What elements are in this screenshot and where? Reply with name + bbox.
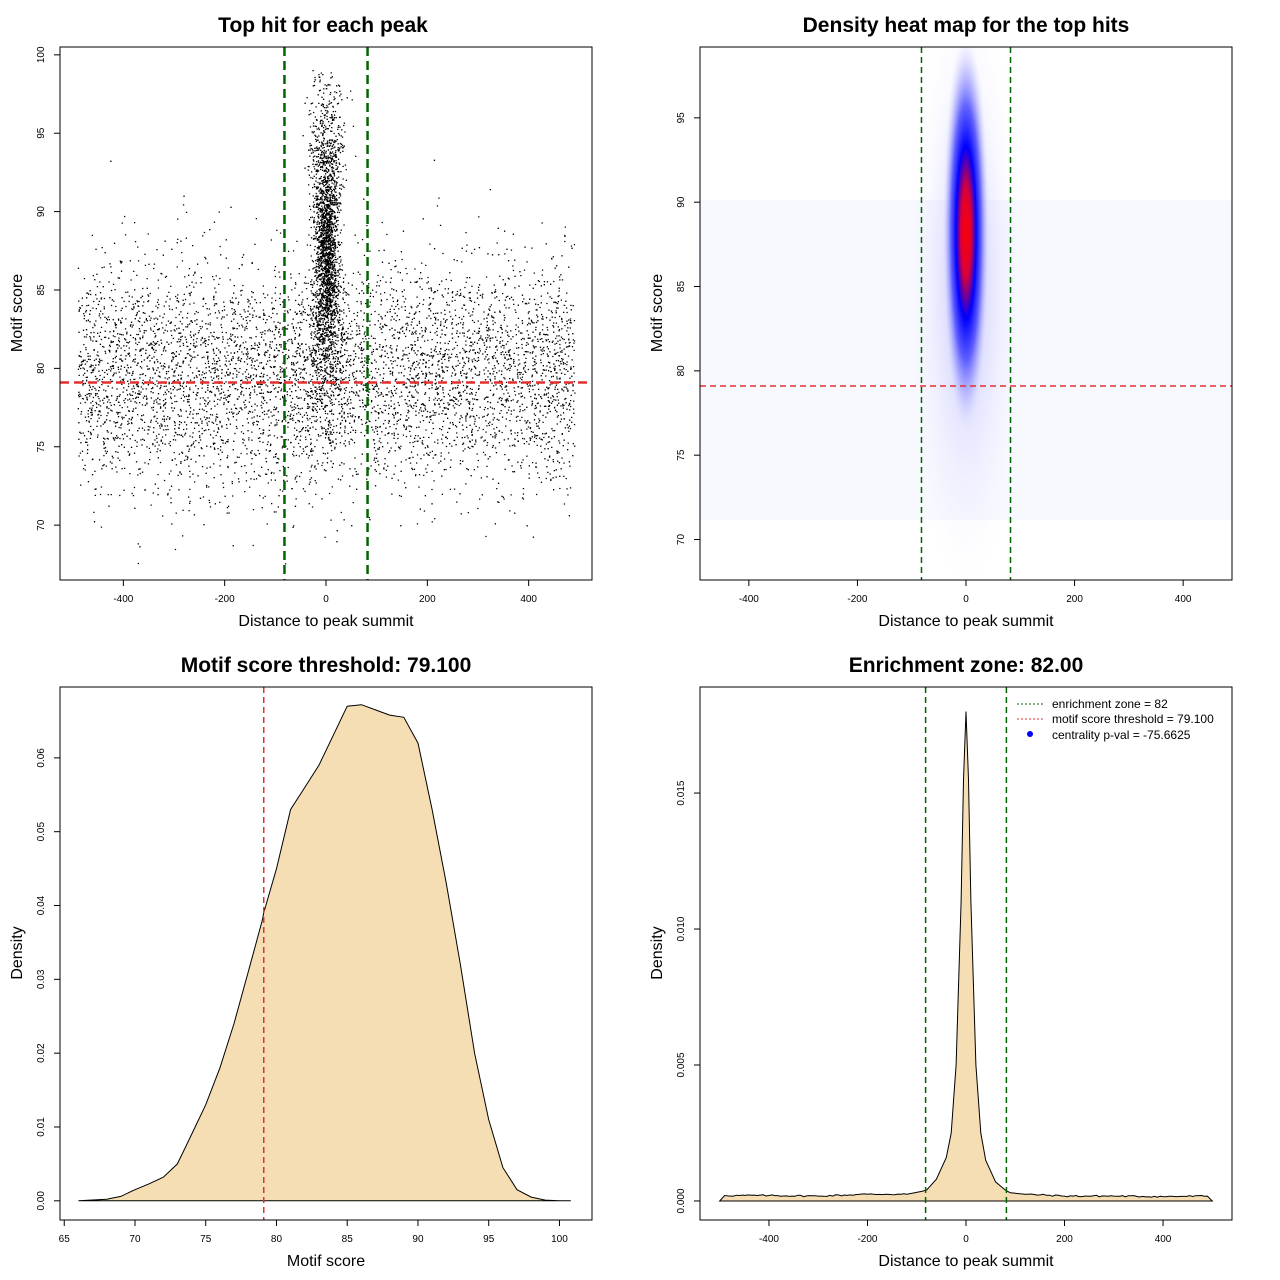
legend: enrichment zone = 82 motif score thresho… [1017,697,1214,742]
x-tick-label: 0 [323,594,329,605]
y-tick-label: 0.01 [36,1117,47,1137]
x-tick-label: 85 [342,1234,354,1245]
y-tick-label: 0.03 [36,969,47,989]
x-tick-label: -200 [857,1234,877,1245]
x-tick-label: 400 [1155,1234,1172,1245]
scatter-points [77,69,576,565]
y-tick-label: 70 [676,534,687,546]
y-tick-label: 0.005 [676,1052,687,1077]
x-tick-label: 100 [551,1234,568,1245]
x-tick-label: 200 [419,594,436,605]
heatmap-x-ticks: -400 -200 0 200 400 [739,580,1192,605]
x-tick-label: 0 [963,1234,969,1245]
score-density-area [78,704,571,1202]
x-tick-label: 80 [271,1234,283,1245]
heatmap-title: Density heat map for the top hits [803,14,1130,37]
x-tick-label: 95 [483,1234,495,1245]
score-density-y-ticks: 0.00 0.01 0.02 0.03 0.04 0.05 0.06 [36,748,60,1211]
y-tick-label: 95 [676,112,687,124]
scatter-panel: Top hit for each peak -400 -200 0 200 400 70… [9,14,593,630]
y-tick-label: 95 [36,127,47,139]
legend-label-threshold: motif score threshold = 79.100 [1052,712,1214,726]
scatter-x-label: Distance to peak summit [238,613,414,630]
scatter-x-ticks: -400 -200 0 200 400 [113,580,537,605]
heatmap-density [700,47,1232,580]
distance-density-x-ticks: -400 -200 0 200 400 [759,1220,1172,1245]
x-tick-label: 0 [963,594,969,605]
legend-key-centrality [1027,731,1033,737]
y-tick-label: 0.04 [36,895,47,915]
distance-density-zone-lines [924,687,1008,1220]
scatter-reference-lines [60,47,592,580]
x-tick-label: 90 [412,1234,424,1245]
score-density-x-label: Motif score [287,1253,365,1270]
score-density-y-label: Density [9,926,26,979]
heatmap-y-label: Motif score [649,274,666,352]
y-tick-label: 0.015 [676,780,687,805]
y-tick-label: 0.00 [36,1191,47,1211]
y-tick-label: 75 [36,441,47,453]
x-tick-label: 75 [200,1234,212,1245]
x-tick-label: 65 [59,1234,71,1245]
x-tick-label: -400 [739,594,759,605]
heatmap-reference-lines [700,47,1232,580]
score-density-title: Motif score threshold: 79.100 [181,654,472,677]
x-tick-label: -200 [215,594,235,605]
scatter-title: Top hit for each peak [218,14,428,37]
y-tick-label: 100 [36,46,47,63]
y-tick-label: 0.06 [36,748,47,768]
heatmap-panel: Density heat map for the top hits -400 -2… [649,14,1233,630]
y-tick-label: 80 [36,362,47,374]
score-density-x-ticks: 65 70 75 80 85 90 95 100 [59,1220,568,1245]
legend-label-enrichment-zone: enrichment zone = 82 [1052,697,1168,711]
y-tick-label: 85 [36,284,47,296]
distance-density-area [718,711,1214,1202]
heatmap-core [942,47,990,438]
y-tick-label: 85 [676,281,687,293]
scatter-y-label: Motif score [9,274,26,352]
distance-density-x-label: Distance to peak summit [878,1253,1054,1270]
x-tick-label: 400 [520,594,537,605]
x-tick-label: 200 [1056,1234,1073,1245]
distance-density-title: Enrichment zone: 82.00 [849,654,1084,677]
distance-density-panel: Enrichment zone: 82.00 -400 -200 0 200 400 0… [649,654,1233,1270]
x-tick-label: -400 [759,1234,779,1245]
heatmap-y-ticks: 70 75 80 85 90 95 [676,112,700,545]
score-density-plot-frame [59,686,593,1221]
y-tick-label: 0.05 [36,822,47,842]
y-tick-label: 70 [36,519,47,531]
heatmap-density-blob [906,47,1026,580]
x-tick-label: 400 [1175,594,1192,605]
x-tick-label: -400 [113,594,133,605]
score-density-panel: Motif score threshold: 79.100 65 70 75 80 85… [9,654,593,1270]
x-tick-label: 200 [1066,594,1083,605]
y-tick-label: 0.02 [36,1043,47,1063]
x-tick-label: 70 [129,1234,141,1245]
y-tick-label: 75 [676,449,687,461]
y-tick-label: 0.000 [676,1188,687,1213]
distance-density-y-ticks: 0.000 0.005 0.010 0.015 [676,780,700,1213]
y-tick-label: 90 [36,206,47,218]
y-tick-label: 0.010 [676,916,687,941]
scatter-y-ticks: 70 75 80 85 90 95 100 [36,46,60,531]
x-tick-label: -200 [847,594,867,605]
scatter-point-cloud [77,69,576,565]
legend-label-centrality: centrality p-val = -75.6625 [1052,728,1191,742]
distance-density-y-label: Density [649,926,666,979]
y-tick-label: 90 [676,196,687,208]
y-tick-label: 80 [676,365,687,377]
heatmap-x-label: Distance to peak summit [878,613,1054,630]
